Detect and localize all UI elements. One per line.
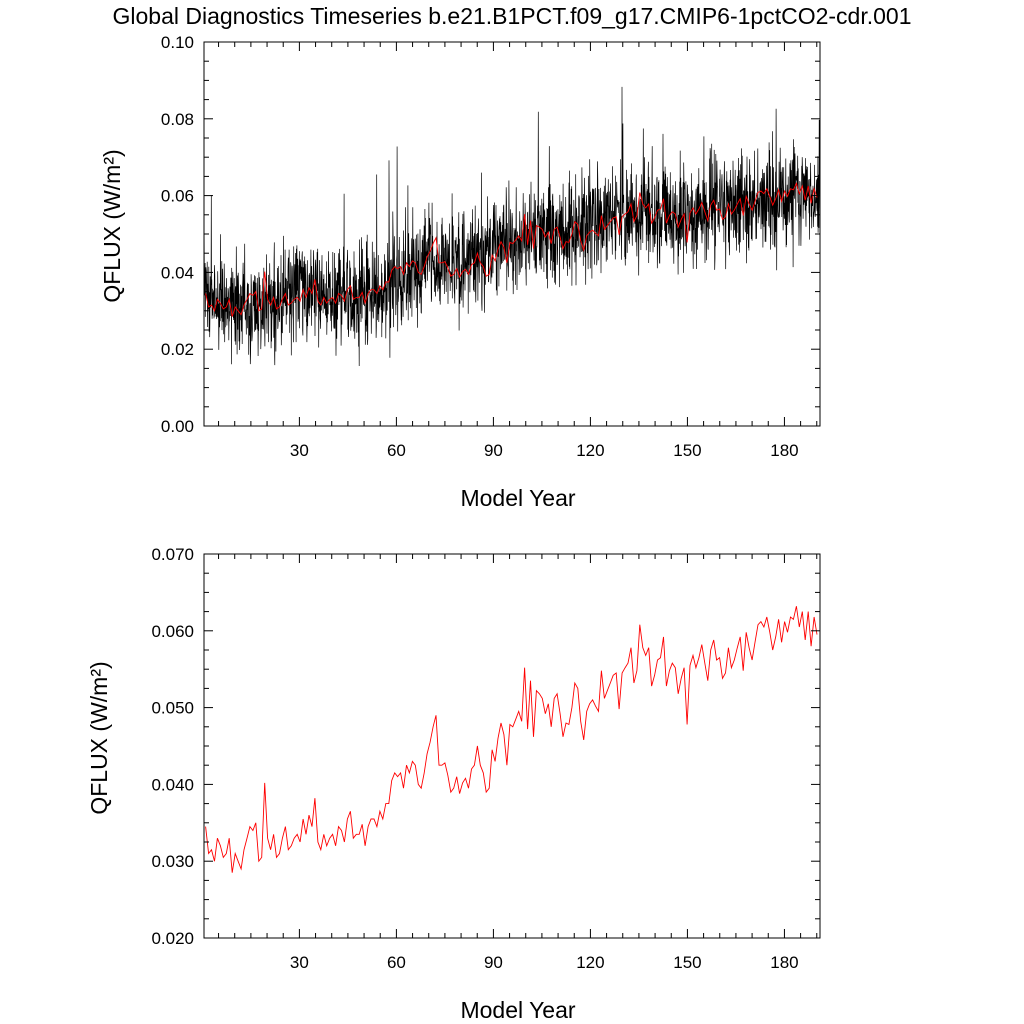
annual-mean-series-line: [205, 181, 818, 317]
x-axis-title: Model Year: [460, 997, 575, 1023]
x-axis-title: Model Year: [460, 485, 575, 511]
x-tick-label: 150: [673, 441, 701, 460]
x-tick-label: 60: [387, 953, 406, 972]
x-tick-label: 120: [576, 441, 604, 460]
x-tick-label: 60: [387, 441, 406, 460]
y-tick-label: 0.02: [161, 340, 194, 359]
y-tick-label: 0.00: [161, 417, 194, 436]
y-tick-label: 0.030: [151, 852, 194, 871]
y-tick-label: 0.050: [151, 699, 194, 718]
x-tick-label: 180: [770, 953, 798, 972]
x-tick-label: 90: [484, 953, 503, 972]
chart-panel-1: 30 60 90 120 150 180 0.00 0.02 0.04 0.06 0.08 0.10 M…: [99, 33, 821, 511]
x-tick-label: 90: [484, 441, 503, 460]
chart-panel-2: 30 60 90 120 150 180 0.020 0.030 0.040 0.050 0.060…: [86, 545, 821, 1023]
y-axis-title: QFLUX (W/m²): [86, 661, 112, 814]
y-tick-label: 0.04: [161, 263, 194, 282]
monthly-series-line: [204, 86, 820, 367]
plot-area: [205, 606, 818, 873]
y-tick-label: 0.060: [151, 622, 194, 641]
y-axis-title: QFLUX (W/m²): [99, 149, 125, 302]
y-tick-label: 0.08: [161, 110, 194, 129]
plot-frame: [203, 553, 821, 939]
x-tick-label: 180: [770, 441, 798, 460]
chart-title: Global Diagnostics Timeseries b.e21.B1PC…: [112, 3, 912, 29]
y-tick-label: 0.020: [151, 929, 194, 948]
y-tick-label: 0.06: [161, 187, 194, 206]
y-tick-label: 0.070: [151, 545, 194, 564]
x-tick-label: 120: [576, 953, 604, 972]
x-tick-label: 30: [290, 441, 309, 460]
y-tick-label: 0.040: [151, 775, 194, 794]
x-tick-label: 30: [290, 953, 309, 972]
annual-mean-series-line: [205, 606, 818, 873]
x-tick-label: 150: [673, 953, 701, 972]
y-tick-label: 0.10: [161, 33, 194, 52]
plot-area: [204, 86, 820, 367]
